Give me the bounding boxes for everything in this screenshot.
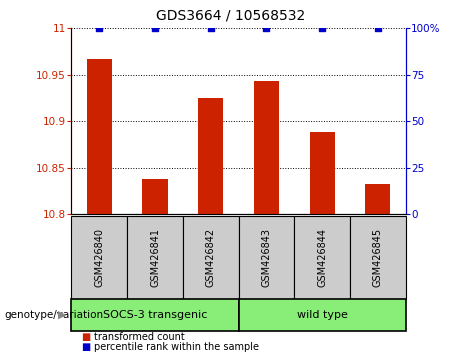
Text: genotype/variation: genotype/variation (5, 310, 104, 320)
Bar (350, 216, 406, 299)
Point (151, 25, 159, 31)
Bar (198, 98, 223, 214)
Text: wild type: wild type (297, 310, 348, 320)
Bar (238, 216, 294, 299)
Text: GSM426842: GSM426842 (206, 228, 216, 287)
Point (263, 25, 270, 31)
Bar (254, 81, 279, 214)
Bar (310, 132, 335, 214)
Point (207, 25, 214, 31)
Text: ■: ■ (81, 342, 90, 352)
Bar (365, 184, 390, 214)
Text: SOCS-3 transgenic: SOCS-3 transgenic (103, 310, 207, 320)
Text: GSM426843: GSM426843 (261, 228, 272, 287)
Text: ■: ■ (81, 332, 90, 342)
Bar (71, 299, 239, 331)
Text: GSM426844: GSM426844 (317, 228, 327, 287)
Text: ▶: ▶ (59, 310, 67, 320)
Text: GSM426840: GSM426840 (95, 228, 104, 287)
Point (95, 25, 103, 31)
Bar (87, 59, 112, 214)
Text: GSM426845: GSM426845 (373, 228, 383, 287)
Point (374, 25, 382, 31)
Bar (183, 216, 238, 299)
Bar (142, 179, 167, 214)
Point (319, 25, 326, 31)
Bar (238, 299, 406, 331)
Text: percentile rank within the sample: percentile rank within the sample (94, 342, 259, 352)
Bar (127, 216, 183, 299)
Text: GDS3664 / 10568532: GDS3664 / 10568532 (156, 9, 305, 23)
Bar (294, 216, 350, 299)
Bar (71, 216, 127, 299)
Text: transformed count: transformed count (94, 332, 184, 342)
Text: GSM426841: GSM426841 (150, 228, 160, 287)
